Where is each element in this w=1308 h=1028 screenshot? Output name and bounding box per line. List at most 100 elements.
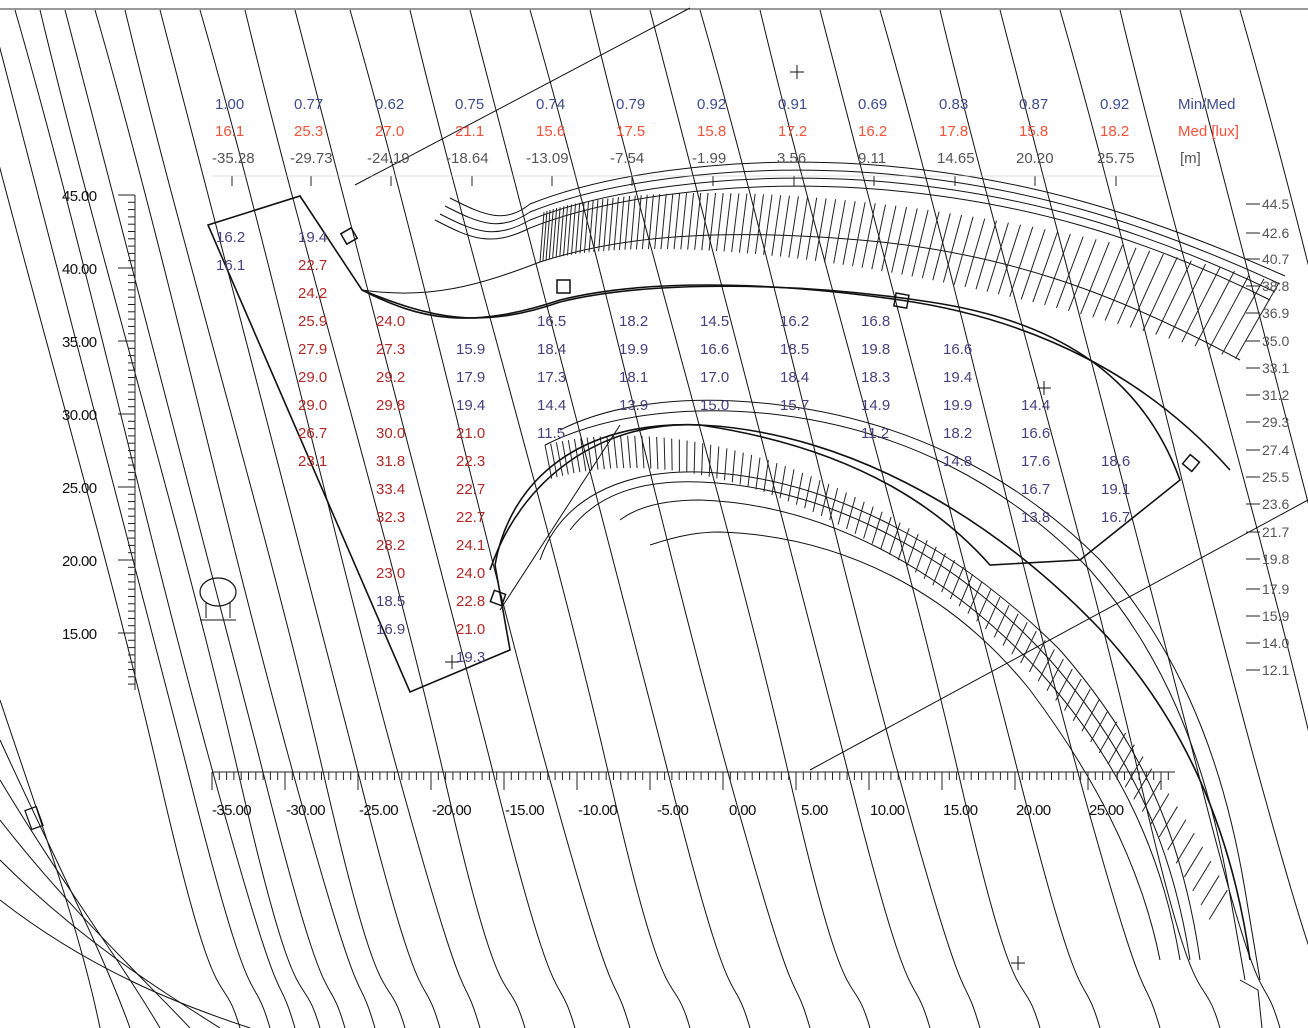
illuminance-value: 28.2 (376, 537, 405, 554)
illuminance-value: 18.1 (619, 369, 648, 386)
hatch-line (539, 211, 545, 263)
illuminance-value: 29.8 (376, 397, 405, 414)
illuminance-value: 18.5 (376, 593, 405, 610)
hatch-line (976, 589, 992, 622)
hatch-line (1208, 889, 1228, 920)
hatch-line (788, 196, 799, 258)
illuminance-value: 16.2 (216, 229, 245, 246)
contour-line (0, 859, 221, 1028)
hatch-line (641, 194, 648, 250)
x-tick-label: -15.00 (505, 802, 544, 819)
illuminance-value: 16.8 (861, 313, 890, 330)
illuminance-value: 16.6 (1021, 425, 1050, 442)
hatch-line (666, 193, 674, 250)
illuminance-value: 16.6 (700, 341, 729, 358)
illuminance-value: 16.7 (1101, 509, 1130, 526)
illuminance-value: 18.6 (1101, 453, 1130, 470)
illuminance-value: 22.8 (456, 593, 485, 610)
illuminance-value: 33.4 (376, 481, 405, 498)
position-value: -1.99 (692, 150, 726, 167)
median-value: 18.2 (1100, 123, 1129, 140)
hatch-line (949, 566, 965, 600)
hatch-line (1055, 236, 1084, 309)
construction-line (354, 7, 691, 186)
position-value: 3.56 (777, 150, 806, 167)
hatch-line (1158, 806, 1178, 838)
illuminance-value: 13.8 (1021, 509, 1050, 526)
hatch-line (1200, 875, 1220, 906)
contour-line (1119, 9, 1308, 732)
hatch-line (583, 201, 590, 253)
hatch-line (575, 202, 581, 255)
hatch-line (923, 546, 937, 579)
right-tick-label: 17.9 (1262, 581, 1289, 597)
x-tick-label: 10.00 (870, 802, 905, 819)
contour-line (529, 9, 811, 1028)
x-tick-label: -20.00 (432, 802, 471, 819)
hatch-line (953, 216, 974, 285)
illuminance-value: 19.4 (456, 397, 485, 414)
right-axis-ticks (1246, 203, 1260, 671)
position-value: -35.28 (212, 150, 255, 167)
hatch-line (932, 213, 951, 281)
hatch-line (641, 436, 645, 469)
hatch-line (906, 534, 919, 567)
y-tick-label: 45.00 (62, 188, 97, 205)
hatch-line (708, 444, 712, 477)
hatch-line (1142, 257, 1178, 332)
contour-line (0, 779, 161, 1028)
illuminance-value: 19.8 (861, 341, 890, 358)
hatch-line (1175, 833, 1195, 864)
median-label: Med [lux] (1178, 123, 1239, 140)
illuminance-value: 19.9 (943, 397, 972, 414)
hatch-line (627, 435, 631, 469)
position-value: -24.19 (367, 150, 410, 167)
right-tick-label: 12.1 (1262, 662, 1289, 678)
illuminance-value: 18.2 (619, 313, 648, 330)
hatch-line (958, 574, 974, 607)
illuminance-value: 18.2 (943, 425, 972, 442)
hatch-line (566, 204, 572, 256)
hatch-line (1055, 668, 1073, 701)
hatch-line (731, 193, 740, 253)
contour-line (879, 9, 1161, 1028)
hatch-line (545, 209, 551, 261)
median-value: 16.2 (858, 123, 887, 140)
construction-line (809, 499, 1308, 771)
hatch-line (1090, 710, 1109, 743)
hatch-line (985, 597, 1001, 630)
x-tick-label: -25.00 (359, 802, 398, 819)
hatch-line (964, 218, 986, 287)
contour-line (94, 9, 376, 1028)
x-tick-label: 15.00 (943, 802, 978, 819)
illuminance-value: 15.7 (780, 397, 809, 414)
ratio-value: 0.92 (1100, 96, 1129, 113)
hatch-line (967, 581, 983, 614)
hatch-line (1067, 239, 1097, 312)
right-tick-label: 25.5 (1262, 469, 1289, 485)
hatch-line (544, 444, 553, 479)
hatch-line (814, 198, 827, 261)
hatch-line (613, 435, 618, 469)
ratio-value: 0.74 (536, 96, 565, 113)
right-tick-label: 23.6 (1262, 496, 1289, 512)
hatch-line (593, 436, 599, 470)
illuminance-value: 24.1 (456, 537, 485, 554)
hatch-line (747, 454, 753, 487)
hatch-line (911, 209, 929, 277)
contour-line (589, 9, 871, 1028)
hatch-line (797, 196, 808, 259)
hatch-line (579, 201, 585, 254)
x-tick-label: 20.00 (1016, 802, 1051, 819)
hatch-line (1192, 860, 1212, 892)
illuminance-value: 14.8 (943, 453, 972, 470)
illuminance-value: 22.7 (456, 509, 485, 526)
hatch-line (1009, 226, 1034, 297)
hatch-line (837, 492, 847, 525)
hatch-line (739, 452, 744, 485)
illuminance-value: 18.3 (861, 369, 890, 386)
hatch-line (833, 200, 846, 264)
contour-line (199, 9, 481, 1028)
hatch-line (555, 442, 564, 476)
y-tick-label: 35.00 (62, 334, 97, 351)
